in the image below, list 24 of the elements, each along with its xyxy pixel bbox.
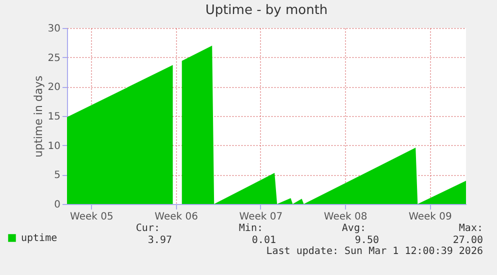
legend-label: uptime xyxy=(21,233,58,244)
y-axis-title: uptime in days xyxy=(32,75,45,158)
y-tick-label: 10 xyxy=(48,140,60,152)
y-tick-label: 20 xyxy=(48,82,60,94)
text: 3.97 xyxy=(148,235,172,246)
text: Avg: xyxy=(342,223,366,234)
text: Min: xyxy=(238,223,263,234)
text: Cur: xyxy=(136,223,160,234)
text: 27.00 xyxy=(452,235,483,246)
y-tick-label: 15 xyxy=(48,112,60,122)
text: Last update: Sun Mar 1 12:00:39 2026 xyxy=(266,246,483,257)
x-tick-label: Week 08 xyxy=(324,212,368,222)
x-tick-label: Week 07 xyxy=(239,212,283,222)
x-tick-label: Week 06 xyxy=(154,212,198,222)
y-tick-label: 25 xyxy=(48,52,60,64)
text: Max: xyxy=(458,223,483,234)
chart-title: Uptime - by month xyxy=(205,3,328,18)
y-tick-label: 5 xyxy=(54,170,60,182)
y-tick-label: 0 xyxy=(54,200,60,210)
x-tick-label: Week 09 xyxy=(408,212,452,222)
text: 9.50 xyxy=(354,235,379,246)
x-tick-label: Week 05 xyxy=(70,212,114,222)
y-tick-label: 30 xyxy=(48,24,60,34)
text: 0.01 xyxy=(252,235,276,246)
